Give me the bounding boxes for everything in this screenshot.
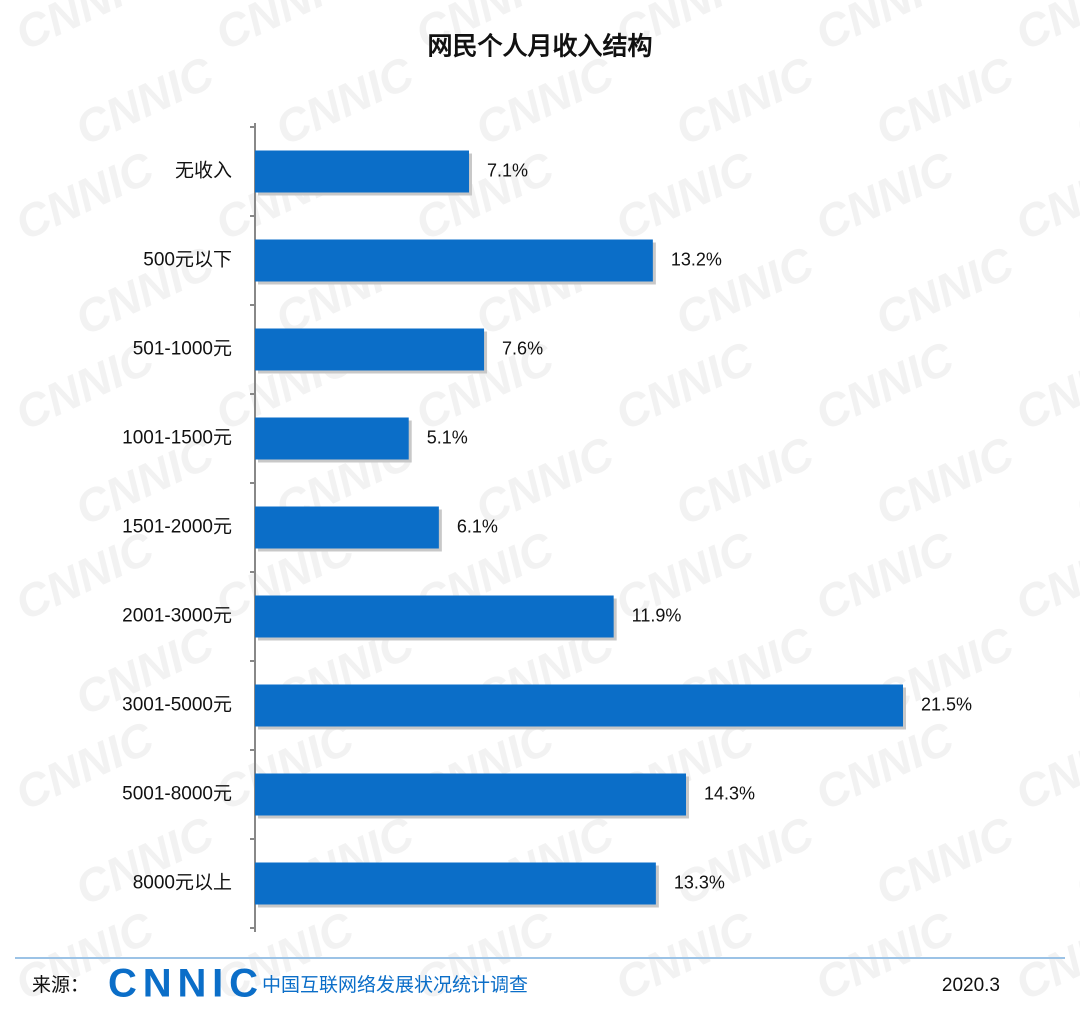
bar [255, 239, 653, 282]
y-tick-label: 5001-8000元 [122, 784, 232, 805]
footer-label: 来源： [32, 974, 89, 996]
footer-date: 2020.3 [942, 975, 1000, 996]
bar [255, 417, 409, 460]
y-tick-label: 1501-2000元 [122, 517, 232, 538]
bar [255, 150, 469, 193]
y-tick-label: 8000元以上 [133, 872, 232, 894]
bar [255, 595, 614, 638]
value-label: 11.9% [632, 605, 682, 625]
watermark: CNNIC [207, 0, 362, 60]
footer-source: 中国互联网络发展状况统计调查 [262, 974, 528, 996]
y-tick-label: 1001-1500元 [122, 428, 232, 449]
watermark: CNNIC [807, 0, 962, 60]
watermark: CNNIC [807, 901, 962, 1010]
bar [255, 328, 485, 371]
bar [255, 773, 686, 816]
watermark: CNNIC [67, 46, 222, 155]
value-label: 6.1% [457, 516, 498, 536]
watermark: CNNIC [807, 331, 962, 440]
watermark: CNNIC [1007, 901, 1080, 1010]
bar [255, 862, 656, 905]
watermark: CNNIC [607, 521, 762, 630]
watermark: CNNIC [667, 806, 822, 915]
watermark: CNNIC [1007, 331, 1080, 440]
y-tick-label: 无收入 [175, 160, 232, 182]
y-tick-label: 3001-5000元 [122, 695, 232, 716]
value-label: 14.3% [704, 783, 755, 803]
watermark: CNNIC [667, 426, 822, 535]
watermark: CNNIC [1067, 46, 1080, 155]
watermark: CNNIC [1067, 426, 1080, 535]
watermark: CNNIC [67, 806, 222, 915]
watermark: CNNIC [867, 236, 1022, 345]
watermark: CNNIC [867, 426, 1022, 535]
watermark: CNNIC [1067, 236, 1080, 345]
value-label: 7.1% [487, 160, 528, 180]
bar [255, 506, 439, 549]
watermark: CNNIC [607, 141, 762, 250]
watermark: CNNIC [807, 521, 962, 630]
watermark: CNNIC [867, 806, 1022, 915]
watermark: CNNIC [1007, 711, 1080, 820]
bar [255, 684, 903, 727]
value-label: 5.1% [427, 427, 468, 447]
y-tick-label: 2001-3000元 [122, 606, 232, 627]
watermark: CNNIC [1067, 806, 1080, 915]
watermark: CNNIC [607, 901, 762, 1010]
y-tick-label: 500元以下 [143, 250, 232, 271]
watermark: CNNIC [7, 0, 162, 60]
watermark: CNNIC [1007, 141, 1080, 250]
watermark: CNNIC [607, 331, 762, 440]
value-label: 7.6% [502, 338, 543, 358]
value-label: 13.3% [674, 872, 725, 892]
footer-logo: CNNIC [108, 962, 258, 1006]
watermark: CNNIC [267, 46, 422, 155]
watermark: CNNIC [7, 141, 162, 250]
watermark: CNNIC [1007, 521, 1080, 630]
value-label: 21.5% [921, 694, 972, 714]
watermark: CNNIC [467, 46, 622, 155]
watermark: CNNIC [667, 46, 822, 155]
watermark: CNNIC [867, 46, 1022, 155]
chart-title: 网民个人月收入结构 [427, 33, 652, 61]
watermark: CNNIC [807, 141, 962, 250]
watermark: CNNIC [1067, 616, 1080, 725]
watermark: CNNIC [1007, 0, 1080, 60]
y-tick-label: 501-1000元 [133, 339, 232, 360]
value-label: 13.2% [671, 249, 722, 269]
